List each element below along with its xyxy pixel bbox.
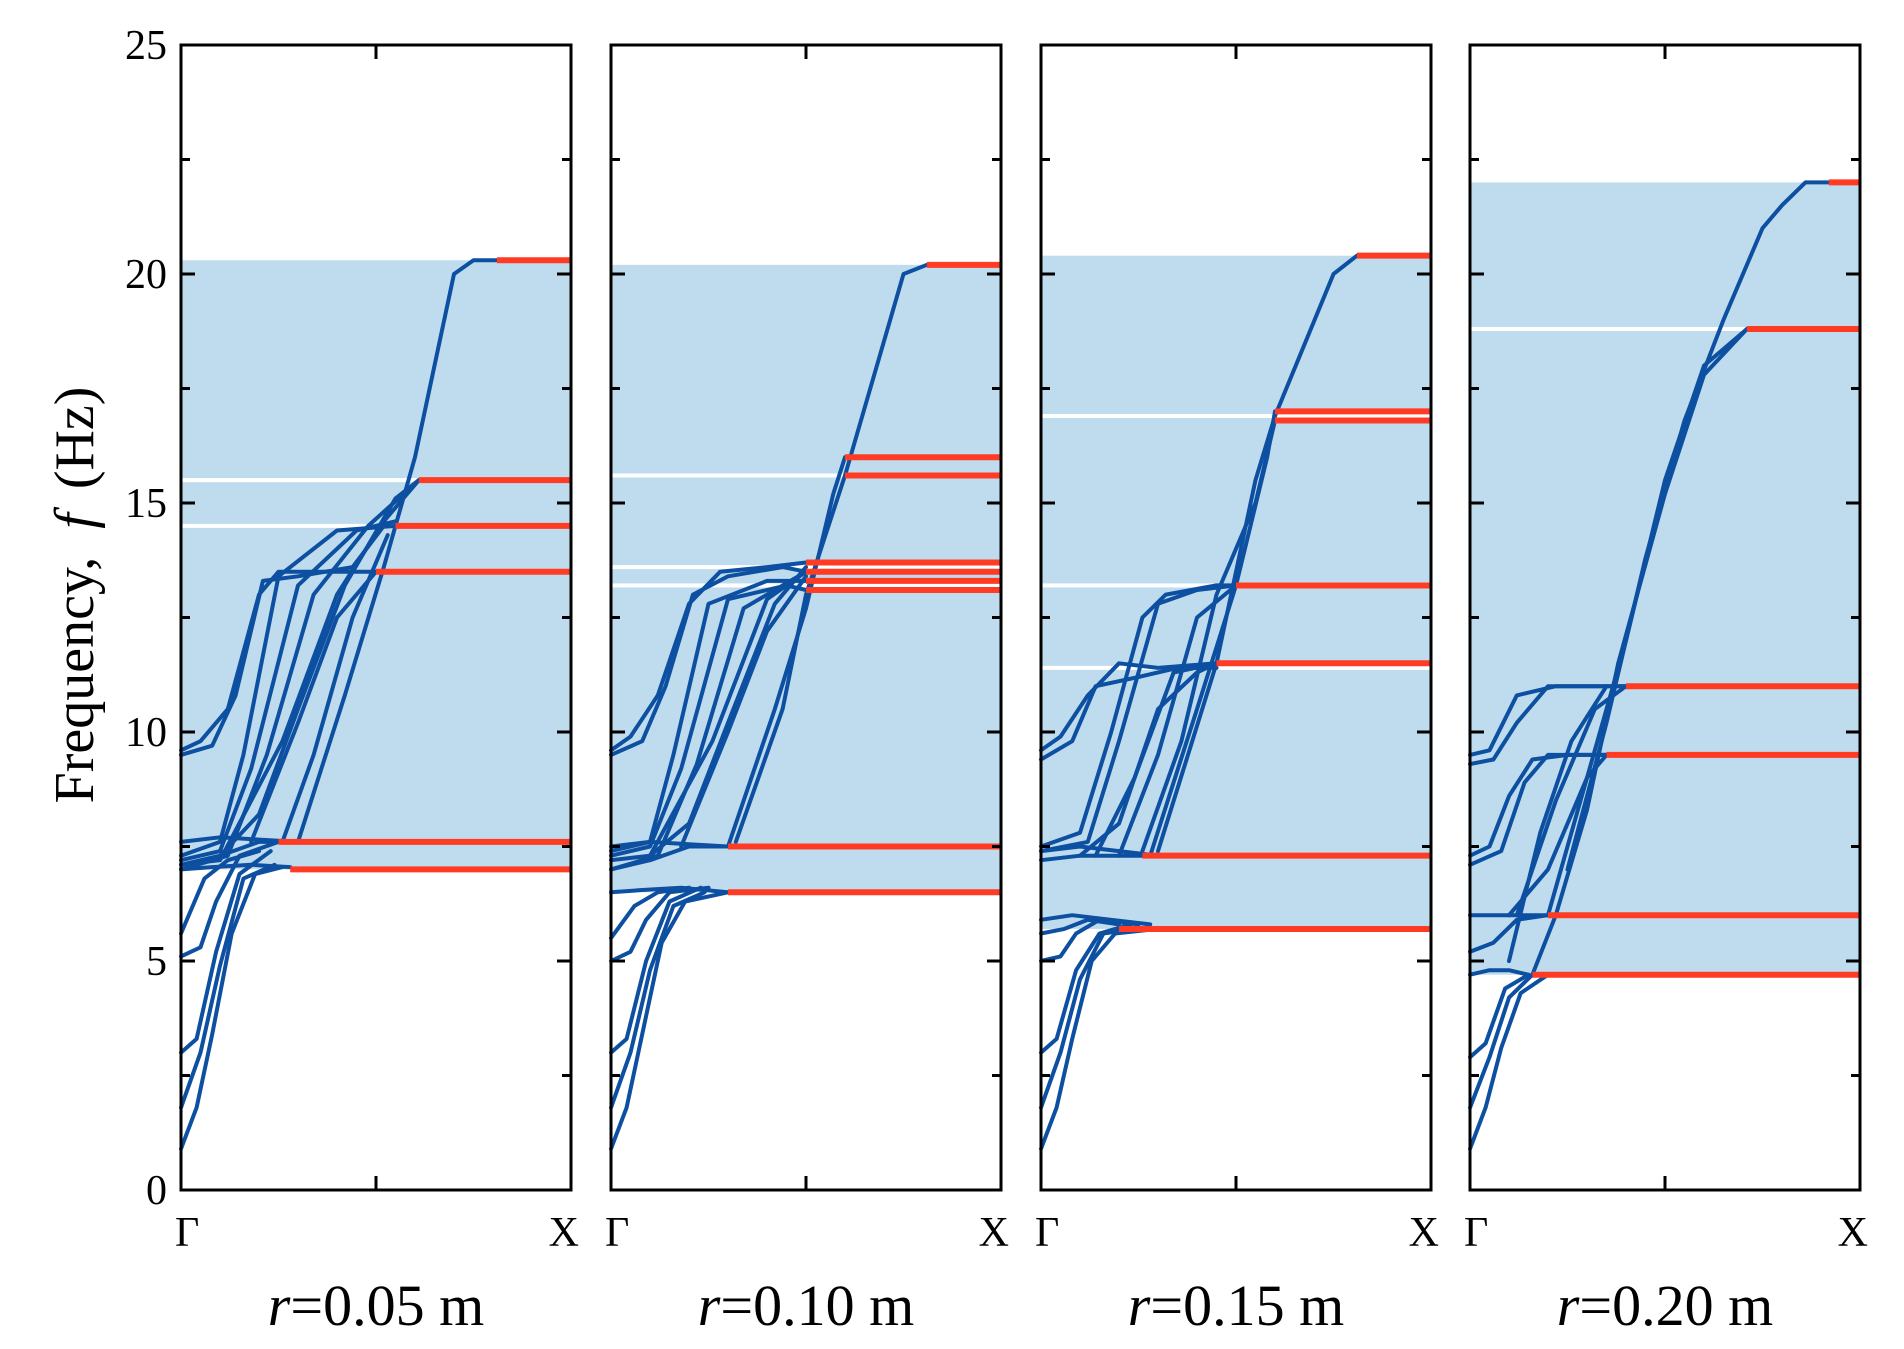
panel-1: 0 5 10 15 20 25 Γ Xr=0.05 m [125,23,579,1338]
y-tick-label: 15 [125,481,167,527]
dispersion-band [249,569,378,844]
dispersion-band [679,574,808,849]
dispersion-band [609,839,730,849]
panel-label: r=0.10 m [698,1273,914,1338]
y-tick-label: 5 [146,939,167,985]
dispersion-band [1468,684,1628,757]
panel-label-value: =0.20 m [1579,1273,1773,1338]
svg-text:Frequency, f (Hz): Frequency, f (Hz) [44,387,106,804]
panel-label-variable: r [1128,1273,1151,1338]
dispersion-band [1039,583,1238,849]
dispersion-band [648,565,808,858]
kpoint-label-x: X [549,1210,579,1256]
gap-split-line [611,473,1001,478]
dispersion-band [179,862,293,872]
dispersion-band [179,865,285,1151]
dispersion-band [726,455,847,849]
dispersion-band [1468,968,1531,977]
y-axis-title-unit: (Hz) [44,387,106,490]
dispersion-band [609,574,801,872]
y-axis-title-prefix: Frequency, [44,557,106,804]
gap-split-line [611,583,1001,588]
dispersion-band [609,885,730,895]
dispersion-band [1156,253,1359,854]
kpoint-label-gamma: Γ [1035,1210,1059,1256]
panel-2: Γ Xr=0.10 m [605,43,1009,1338]
kpoint-label-x: X [1838,1210,1868,1256]
panel-label-variable: r [1557,1273,1580,1338]
dispersion-band [609,890,730,1151]
panel-label: r=0.05 m [268,1273,484,1338]
dispersion-band [1039,913,1153,927]
dispersion-band [1039,661,1219,753]
kpoint-label-x: X [1409,1210,1439,1256]
y-tick-label: 0 [146,1168,167,1214]
band-gap-region [1041,255,1431,929]
panel-label-value: =0.10 m [720,1273,914,1338]
dispersion-band [296,258,499,844]
dispersion-band [179,519,398,863]
gap-split-line [1041,413,1431,418]
dispersion-band [609,569,808,863]
kpoint-label-gamma: Γ [605,1210,629,1256]
dispersion-band [609,578,808,854]
dispersion-band [1468,972,1535,1110]
dispersion-band [1039,922,1133,1055]
y-axis-title-symbol: f [44,506,106,529]
dispersion-band [733,262,929,844]
dispersion-band [179,862,277,1110]
dispersion-band [1039,917,1121,936]
gap-split-line [1041,665,1431,670]
gap-split-line [181,478,571,483]
y-tick-label: 10 [125,710,167,756]
dispersion-band [1039,583,1238,854]
panel-label-variable: r [698,1273,721,1338]
dispersion-band [1093,661,1219,858]
panel-4: Γ Xr=0.20 m [1464,43,1868,1338]
kpoint-label-gamma: Γ [175,1210,199,1256]
panel-label-variable: r [268,1273,291,1338]
panel-label-value: =0.05 m [290,1273,484,1338]
band-gap-region [1470,182,1860,975]
dispersion-band [609,885,703,1055]
dispersion-band [1565,180,1831,872]
dispersion-band [609,890,707,1110]
dispersion-band [280,533,390,844]
dispersion-band [1468,913,1550,954]
dispersion-band [179,478,421,867]
dispersion-band [609,885,711,963]
dispersion-band [179,523,398,858]
dispersion-band [1039,853,1160,863]
dispersion-band [1468,972,1550,1151]
panel-label-value: =0.15 m [1150,1273,1344,1338]
dispersion-band [179,849,261,936]
y-tick-label: 20 [125,252,167,298]
y-axis-title: Frequency, f (Hz) [44,387,106,804]
kpoint-label-gamma: Γ [1464,1210,1488,1256]
dispersion-band [609,565,808,757]
dispersion-band [1039,926,1137,1110]
panel-label: r=0.15 m [1128,1273,1344,1338]
y-tick-label: 25 [125,23,167,69]
dispersion-band [1468,972,1531,1060]
dispersion-band [218,478,421,858]
panel-label: r=0.20 m [1557,1273,1773,1338]
kpoint-label-x: X [979,1210,1009,1256]
gap-split-line [1470,326,1860,331]
panel-3: Γ Xr=0.15 m [1035,43,1439,1338]
